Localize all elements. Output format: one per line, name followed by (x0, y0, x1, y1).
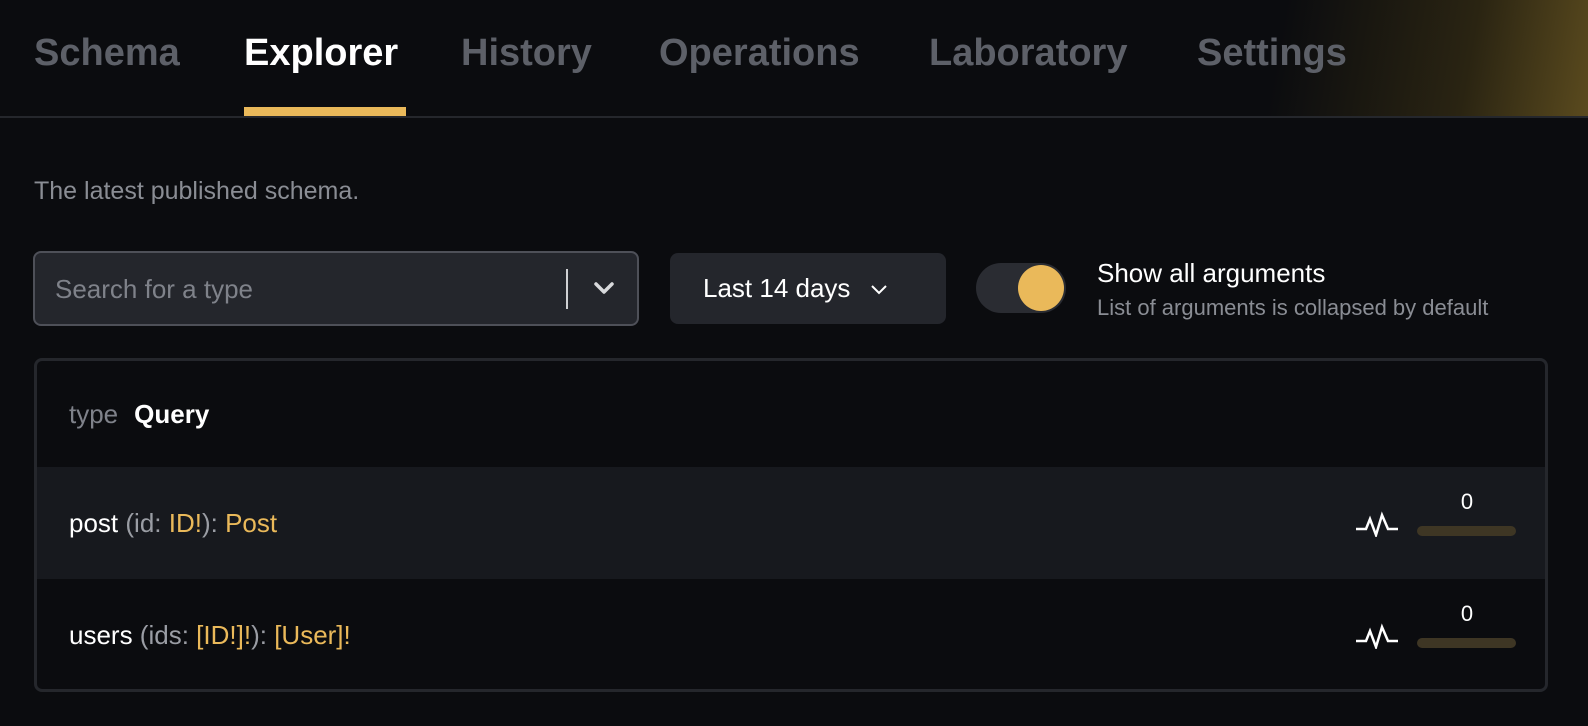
punct: : (181, 619, 197, 650)
punct: ( (118, 507, 135, 538)
type-keyword: type (69, 398, 119, 429)
arg-name: ids (148, 619, 182, 650)
usage-count: 0 (1460, 601, 1474, 626)
toggle-description: List of arguments is collapsed by defaul… (1097, 295, 1489, 320)
activity-icon[interactable] (1355, 623, 1399, 649)
tab-schema[interactable]: Schema (34, 32, 180, 74)
tab-operations[interactable]: Operations (659, 32, 860, 74)
field-row: post (id: ID!): Post 0 (37, 467, 1545, 579)
toggle-knob (1018, 265, 1064, 311)
page-subtitle: The latest published schema. (34, 177, 360, 205)
type-name[interactable]: Query (134, 398, 210, 429)
type-search[interactable] (33, 251, 639, 326)
search-input[interactable] (55, 271, 555, 307)
return-type[interactable]: [User]! (274, 619, 351, 650)
tab-bar: Schema Explorer History Operations Labor… (0, 0, 1588, 118)
toggle-title: Show all arguments (1097, 258, 1326, 288)
tab-explorer[interactable]: Explorer (244, 32, 399, 74)
show-all-arguments-toggle[interactable] (976, 263, 1066, 313)
field-name: users (69, 619, 133, 650)
tab-settings[interactable]: Settings (1197, 32, 1347, 74)
usage-bar (1417, 638, 1516, 648)
tab-laboratory[interactable]: Laboratory (929, 32, 1128, 74)
arg-type[interactable]: ID! (168, 507, 202, 538)
usage-bar (1417, 526, 1516, 536)
date-range-select[interactable]: Last 14 days (670, 253, 946, 324)
active-tab-indicator (244, 107, 406, 116)
chevron-down-icon (871, 284, 888, 294)
punct: : (154, 507, 169, 538)
usage-count: 0 (1460, 489, 1474, 514)
field-row: users (ids: [ID!]!): [User]! 0 (37, 579, 1545, 689)
field-name: post (69, 507, 119, 538)
activity-icon[interactable] (1355, 511, 1399, 537)
punct: ): (251, 619, 275, 650)
tab-history[interactable]: History (461, 32, 592, 74)
return-type[interactable]: Post (225, 507, 278, 538)
arg-name: id (134, 507, 155, 538)
type-card: type Query post (id: ID!): Post 0 users … (34, 358, 1548, 692)
type-header: type Query (37, 361, 1545, 467)
punct: ( (132, 619, 149, 650)
date-range-label: Last 14 days (703, 273, 851, 303)
arg-type[interactable]: [ID!]! (196, 619, 252, 650)
punct: ): (201, 507, 226, 538)
chevron-down-icon[interactable] (591, 275, 617, 301)
divider (566, 269, 568, 309)
